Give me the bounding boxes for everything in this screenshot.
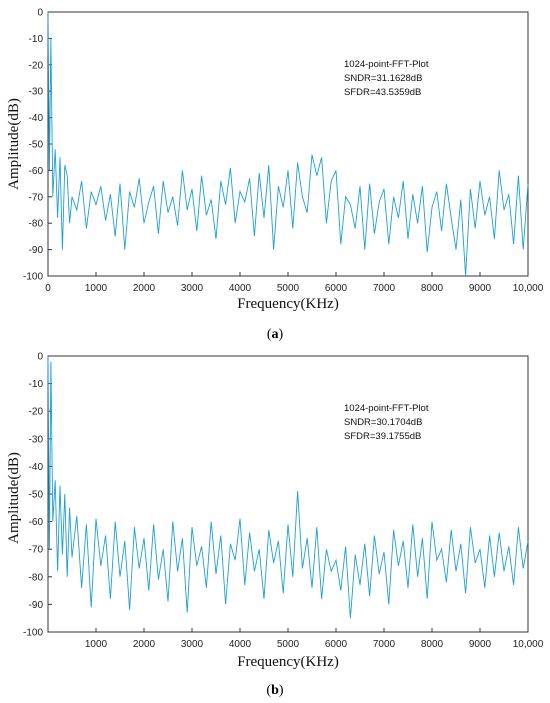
caption-letter-a: a (272, 327, 279, 342)
plot-area-a (47, 11, 529, 277)
y-tick-label: -70 (29, 545, 44, 556)
annotation-b-sfdr: SFDR=39.1755dB (344, 431, 421, 442)
y-tick-label: -10 (29, 379, 44, 390)
y-tick-label: -10 (29, 34, 44, 45)
y-tick-label: -30 (29, 87, 44, 98)
y-tick-label: -100 (23, 272, 43, 283)
y-tick-label: -90 (29, 245, 44, 256)
x-tick-label: 10,000 (513, 283, 544, 294)
x-ticks-b: 1000 2000 3000 4000 5000 6000 7000 8000 9000 10,0… (85, 628, 544, 650)
x-tick-label: 1000 (85, 639, 108, 650)
x-tick-label: 8000 (421, 639, 444, 650)
y-tick-label: -20 (29, 407, 44, 418)
x-tick-label: 3000 (181, 639, 204, 650)
x-tick-label: 1000 (85, 283, 108, 294)
x-tick-label: 2000 (133, 639, 156, 650)
plot-area-b (47, 355, 529, 633)
x-tick-label: 3000 (181, 283, 204, 294)
chart-panel-a: 0 -10 -20 -30 -40 -50 -60 -70 -80 -90 -100 0 1000 20… (6, 8, 544, 343)
x-tick-label: 4000 (229, 639, 252, 650)
x-tick-label: 5000 (277, 283, 300, 294)
y-tick-label: -90 (29, 600, 44, 611)
x-tick-label: 5000 (277, 639, 300, 650)
annotation-a-title: 1024-point-FFT-Plot (344, 59, 429, 70)
annotation-b-sndr: SNDR=30.1704dB (344, 417, 422, 428)
x-tick-label: 8000 (421, 283, 444, 294)
chart-panel-b: 0 -10 -20 -30 -40 -50 -60 -70 -80 -90 -100 1000 200… (6, 352, 544, 699)
y-tick-label: -50 (29, 490, 44, 501)
y-tick-label: -40 (29, 113, 44, 124)
y-tick-label: -40 (29, 462, 44, 473)
y-tick-label: -80 (29, 572, 44, 583)
x-axis-title-b: Frequency(KHz) (237, 654, 339, 670)
x-tick-label: 10,000 (513, 639, 544, 650)
x-tick-label: 7000 (373, 639, 396, 650)
y-tick-label: -60 (29, 166, 44, 177)
y-tick-label: -20 (29, 60, 44, 71)
x-tick-label: 0 (45, 283, 51, 294)
x-tick-label: 9000 (469, 639, 492, 650)
annotation-a-sndr: SNDR=31.1628dB (344, 73, 422, 84)
y-tick-label: -50 (29, 140, 44, 151)
annotation-a-sfdr: SFDR=43.5359dB (344, 87, 421, 98)
caption-letter-b: b (271, 683, 279, 698)
caption-a: (a) (267, 327, 284, 342)
y-ticks-b: 0 -10 -20 -30 -40 -50 -60 -70 -80 -90 -100 (23, 352, 52, 639)
series-line-a (47, 11, 529, 277)
y-tick-label: -80 (29, 219, 44, 230)
x-axis-title-a: Frequency(KHz) (237, 296, 339, 312)
y-tick-label: -70 (29, 192, 44, 203)
y-tick-label: 0 (37, 352, 43, 363)
annotation-b-title: 1024-point-FFT-Plot (344, 403, 429, 414)
x-tick-label: 4000 (229, 283, 252, 294)
x-tick-label: 6000 (325, 283, 348, 294)
y-tick-label: -100 (23, 628, 43, 639)
caption-b: (b) (266, 683, 283, 698)
y-tick-label: 0 (37, 8, 43, 19)
x-tick-label: 9000 (469, 283, 492, 294)
x-tick-label: 6000 (325, 639, 348, 650)
y-tick-label: -30 (29, 434, 44, 445)
y-ticks-a: 0 -10 -20 -30 -40 -50 -60 -70 -80 -90 -100 (23, 8, 52, 283)
x-ticks-a: 0 1000 2000 3000 4000 5000 6000 7000 8000 9000 10,… (45, 272, 544, 294)
y-tick-label: -60 (29, 517, 44, 528)
x-tick-label: 7000 (373, 283, 396, 294)
series-line-b (47, 355, 529, 619)
x-tick-label: 2000 (133, 283, 156, 294)
y-axis-title-a: Amplitude(dB) (6, 98, 22, 190)
y-axis-title-b: Amplitude(dB) (6, 452, 22, 544)
